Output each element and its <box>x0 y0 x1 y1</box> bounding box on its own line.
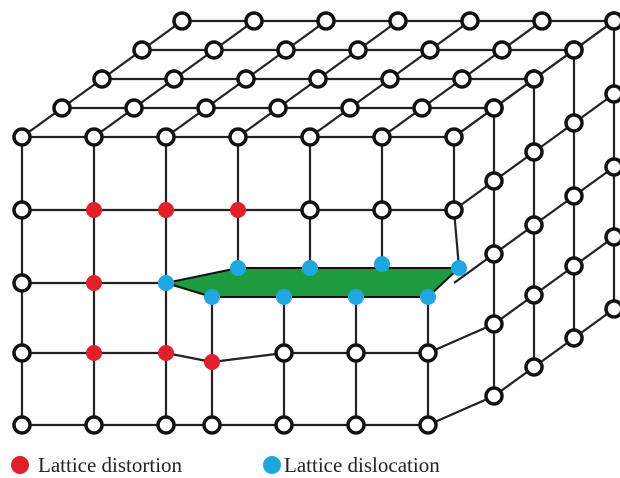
atom <box>174 13 190 29</box>
atom <box>276 417 292 433</box>
atom <box>566 188 582 204</box>
atom <box>486 246 502 262</box>
atom <box>526 217 542 233</box>
atom <box>374 256 390 272</box>
atom <box>158 417 174 433</box>
atom <box>342 100 358 116</box>
atom <box>134 42 150 58</box>
atom <box>204 417 220 433</box>
legend-label: Lattice distortion <box>38 453 183 477</box>
bond <box>212 353 284 362</box>
atom <box>86 202 102 218</box>
atom <box>486 173 502 189</box>
atom <box>318 13 334 29</box>
atom <box>462 13 478 29</box>
atom <box>158 275 174 291</box>
legend-marker <box>11 456 29 474</box>
bond <box>428 396 494 425</box>
atom <box>486 388 502 404</box>
atom <box>126 100 142 116</box>
atom <box>374 129 390 145</box>
atom <box>14 129 30 145</box>
atom <box>420 417 436 433</box>
atom <box>534 13 550 29</box>
atom <box>374 202 390 218</box>
atom <box>302 129 318 145</box>
atom <box>276 345 292 361</box>
atom <box>198 100 214 116</box>
atom <box>486 316 502 332</box>
atom <box>204 354 220 370</box>
atom <box>566 330 582 346</box>
atom <box>166 71 182 87</box>
atom <box>158 129 174 145</box>
atom <box>348 345 364 361</box>
atom <box>94 71 110 87</box>
atom <box>526 359 542 375</box>
atom <box>238 71 254 87</box>
atom <box>310 71 326 87</box>
atom <box>526 71 542 87</box>
atom <box>14 417 30 433</box>
atom <box>606 86 620 102</box>
atom <box>606 159 620 175</box>
page: Lattice distortion Lattice dislocation <box>0 0 620 478</box>
atom <box>526 287 542 303</box>
atom <box>566 42 582 58</box>
legend-label: Lattice dislocation <box>284 453 440 477</box>
atom <box>606 229 620 245</box>
atom <box>230 129 246 145</box>
atom <box>348 289 364 305</box>
atom <box>566 115 582 131</box>
atom <box>270 100 286 116</box>
atom <box>230 260 246 276</box>
atom <box>302 202 318 218</box>
atom <box>390 13 406 29</box>
atom <box>302 260 318 276</box>
atom <box>446 202 462 218</box>
atom <box>414 100 430 116</box>
legend-marker <box>263 456 281 474</box>
atom <box>86 417 102 433</box>
atom <box>158 202 174 218</box>
atom <box>86 345 102 361</box>
atom <box>454 71 470 87</box>
atom <box>350 42 366 58</box>
atom <box>486 100 502 116</box>
atom <box>348 417 364 433</box>
atom <box>422 42 438 58</box>
atom <box>451 260 467 276</box>
atom <box>158 345 174 361</box>
atom <box>446 129 462 145</box>
atom <box>526 144 542 160</box>
atom <box>566 258 582 274</box>
atom <box>278 42 294 58</box>
atom <box>86 129 102 145</box>
bond <box>428 324 494 353</box>
atom <box>382 71 398 87</box>
atom <box>54 100 70 116</box>
lattice-nodes <box>14 13 620 433</box>
atom <box>494 42 510 58</box>
atom <box>246 13 262 29</box>
atom <box>14 345 30 361</box>
lattice-diagram: Lattice distortion Lattice dislocation <box>0 0 620 478</box>
atom <box>86 275 102 291</box>
atom <box>14 275 30 291</box>
atom <box>230 202 246 218</box>
atom <box>14 202 30 218</box>
atom <box>606 13 620 29</box>
atom <box>420 289 436 305</box>
atom <box>276 289 292 305</box>
atom <box>420 345 436 361</box>
atom <box>606 301 620 317</box>
atom <box>204 289 220 305</box>
atom <box>206 42 222 58</box>
